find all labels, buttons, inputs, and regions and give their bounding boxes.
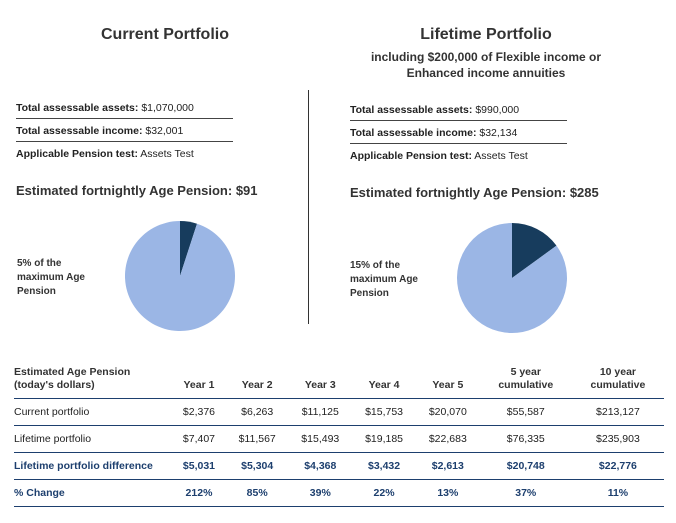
table-cell: $11,567 — [225, 425, 289, 453]
current-test-line: Applicable Pension test: Assets Test — [16, 148, 233, 164]
lifetime-income-label: Total assessable income: — [350, 127, 477, 139]
column-header: Year 5 — [415, 366, 480, 399]
table-cell: 85% — [225, 479, 289, 507]
pie-slice-remainder — [125, 221, 235, 331]
current-test-label: Applicable Pension test: — [16, 148, 138, 160]
lifetime-test-label: Applicable Pension test: — [350, 150, 472, 162]
table-header-row: Estimated Age Pension (today's dollars) … — [14, 366, 664, 399]
current-test-value: Assets Test — [140, 148, 194, 160]
lifetime-assets-label: Total assessable assets: — [350, 104, 473, 116]
current-portfolio-title: Current Portfolio — [101, 26, 229, 43]
table-cell: $7,407 — [172, 425, 226, 453]
table-cell: $235,903 — [571, 425, 664, 453]
pie-slice-remainder — [457, 223, 567, 333]
lifetime-income-value: $32,134 — [479, 127, 518, 139]
table-cell: $213,127 — [571, 398, 664, 426]
table-cell: $5,031 — [172, 452, 226, 480]
table-cell: $15,753 — [352, 398, 416, 426]
column-header: Year 1 — [172, 366, 226, 399]
table-row-percent-change: % Change 212% 85% 39% 22% 13% 37% 11% — [14, 479, 664, 507]
current-pension-estimate: Estimated fortnightly Age Pension: $91 — [16, 183, 258, 198]
table-cell: 13% — [415, 479, 480, 507]
lifetime-portfolio-pie-chart — [457, 223, 567, 333]
subtitle-line1: including $200,000 of Flexible income or — [370, 50, 602, 64]
row-label: Lifetime portfolio difference — [14, 452, 172, 480]
table-cell: $3,432 — [352, 452, 416, 480]
current-assets-label: Total assessable assets: — [16, 102, 139, 114]
current-pie-label-line1: 5% of the — [17, 258, 62, 269]
table-cell: $15,493 — [288, 425, 353, 453]
table-cell: $22,776 — [571, 452, 664, 480]
current-portfolio-pie-chart — [125, 221, 235, 331]
table-cell: $55,587 — [479, 398, 572, 426]
lifetime-pie-label: 15% of the maximum Age Pension — [350, 259, 430, 301]
current-assets-line: Total assessable assets: $1,070,000 — [16, 102, 233, 119]
lifetime-pie-label-line1: 15% of the — [350, 260, 401, 271]
header-label-line1: Estimated Age Pension — [14, 366, 131, 378]
age-pension-table: Estimated Age Pension (today's dollars) … — [14, 366, 664, 507]
table-cell: 11% — [571, 479, 664, 507]
row-label: Lifetime portfolio — [14, 425, 172, 453]
lifetime-income-line: Total assessable income: $32,134 — [350, 127, 567, 144]
current-income-value: $32,001 — [145, 125, 184, 137]
table-cell: 212% — [172, 479, 226, 507]
row-label: % Change — [14, 479, 172, 507]
current-pie-label-line3: Pension — [17, 286, 56, 297]
lifetime-test-value: Assets Test — [474, 150, 528, 162]
table-header-label: Estimated Age Pension (today's dollars) — [14, 366, 172, 399]
column-header: Year 2 — [225, 366, 289, 399]
table-cell: $76,335 — [479, 425, 572, 453]
current-assets-value: $1,070,000 — [141, 102, 194, 114]
table-cell: $2,376 — [172, 398, 226, 426]
column-header: 5 year cumulative — [479, 366, 572, 399]
table-row-current: Current portfolio $2,376 $6,263 $11,125 … — [14, 398, 664, 426]
table-cell: 22% — [352, 479, 416, 507]
column-header: Year 4 — [352, 366, 416, 399]
row-label: Current portfolio — [14, 398, 172, 426]
lifetime-pie-label-line3: Pension — [350, 288, 389, 299]
lifetime-pie-label-line2: maximum Age — [350, 274, 418, 285]
current-income-line: Total assessable income: $32,001 — [16, 125, 233, 142]
table-cell: $22,683 — [415, 425, 480, 453]
table-cell: 37% — [479, 479, 572, 507]
table-cell: 39% — [288, 479, 353, 507]
panel-divider — [308, 90, 309, 324]
subtitle-line2: Enhanced income annuities — [406, 66, 566, 80]
current-pie-label-line2: maximum Age — [17, 272, 85, 283]
lifetime-pension-estimate: Estimated fortnightly Age Pension: $285 — [350, 185, 599, 200]
lifetime-assets-value: $990,000 — [475, 104, 520, 116]
current-income-label: Total assessable income: — [16, 125, 143, 137]
table-cell: $6,263 — [225, 398, 289, 426]
column-header: 10 year cumulative — [571, 366, 664, 399]
table-cell: $19,185 — [352, 425, 416, 453]
table-row-difference: Lifetime portfolio difference $5,031 $5,… — [14, 452, 664, 480]
current-pie-label: 5% of the maximum Age Pension — [17, 257, 97, 299]
table-cell: $5,304 — [225, 452, 289, 480]
lifetime-portfolio-subtitle: including $200,000 of Flexible income or… — [330, 49, 642, 81]
table-cell: $11,125 — [288, 398, 353, 426]
table-cell: $20,070 — [415, 398, 480, 426]
table-cell: $2,613 — [415, 452, 480, 480]
pie-slice-age-pension — [180, 221, 197, 276]
column-header: Year 3 — [288, 366, 353, 399]
table-cell: $20,748 — [479, 452, 572, 480]
header-label-line2: (today's dollars) — [14, 379, 95, 391]
lifetime-portfolio-title: Lifetime Portfolio — [420, 26, 552, 43]
lifetime-assets-line: Total assessable assets: $990,000 — [350, 104, 567, 121]
lifetime-test-line: Applicable Pension test: Assets Test — [350, 150, 567, 166]
table-cell: $4,368 — [288, 452, 353, 480]
pie-slice-age-pension — [512, 223, 557, 278]
table-row-lifetime: Lifetime portfolio $7,407 $11,567 $15,49… — [14, 425, 664, 453]
